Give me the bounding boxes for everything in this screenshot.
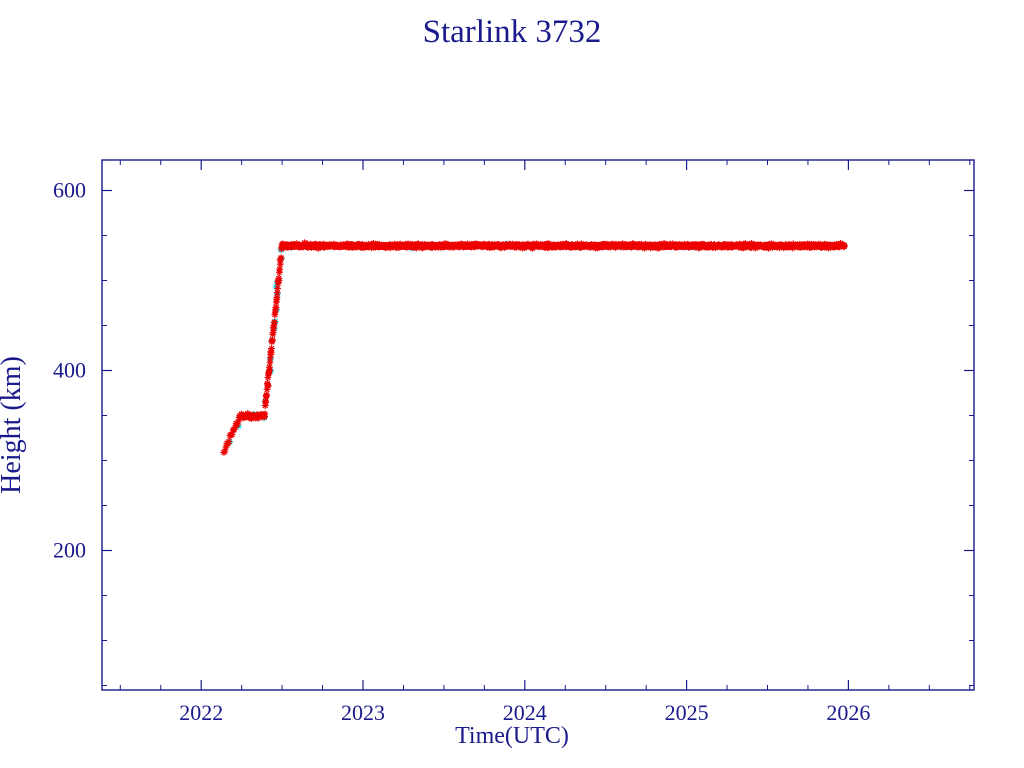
svg-text:Height (km): Height (km)	[0, 356, 27, 494]
svg-text:2024: 2024	[503, 700, 547, 725]
svg-text:Starlink 3732: Starlink 3732	[423, 14, 602, 50]
svg-text:2023: 2023	[341, 700, 385, 725]
svg-text:Time(UTC): Time(UTC)	[455, 723, 569, 749]
svg-text:2022: 2022	[179, 700, 223, 725]
svg-text:600: 600	[53, 178, 86, 203]
svg-text:2026: 2026	[826, 700, 870, 725]
svg-text:200: 200	[53, 538, 86, 563]
svg-text:2025: 2025	[665, 700, 709, 725]
svg-text:400: 400	[53, 358, 86, 383]
